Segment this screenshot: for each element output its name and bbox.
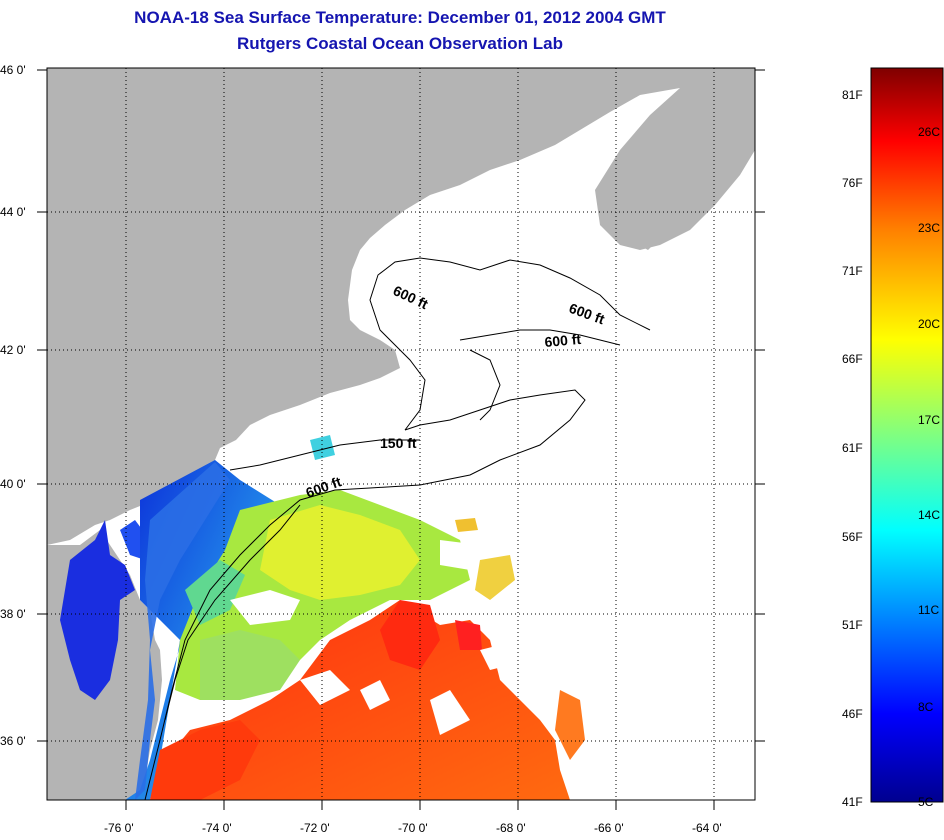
- lat-label-40: 40 0': [0, 477, 26, 491]
- cb-label-11c: 11C: [918, 603, 940, 617]
- lon-label-64: -64 0': [692, 821, 722, 835]
- lat-label-42: 42 0': [0, 343, 26, 357]
- cloud-mask: [230, 540, 510, 735]
- cb-label-14c: 14C: [918, 508, 941, 522]
- lon-label-66: -66 0': [594, 821, 624, 835]
- lat-ticks: [37, 69, 765, 742]
- lat-label-38: 38 0': [0, 607, 26, 621]
- cb-label-71f: 71F: [842, 264, 863, 278]
- lon-ticks: [125, 800, 715, 810]
- contour-label-600ft-3: 600 ft: [544, 331, 582, 350]
- map-title: NOAA-18 Sea Surface Temperature: Decembe…: [134, 8, 666, 27]
- nova-scotia: [600, 110, 755, 250]
- map-frame: [46, 67, 756, 801]
- cb-label-56f: 56F: [842, 530, 863, 544]
- lon-label-72: -72 0': [300, 821, 330, 835]
- mainland-northeast: [47, 68, 755, 545]
- cb-label-61f: 61F: [842, 441, 863, 455]
- colorbar: [870, 67, 944, 803]
- cb-label-26c: 26C: [918, 125, 941, 139]
- cb-label-41f: 41F: [842, 795, 863, 809]
- lon-label-76: -76 0': [104, 821, 134, 835]
- bathymetry-contours: [144, 257, 651, 801]
- cb-label-51f: 51F: [842, 618, 863, 632]
- cb-label-5c: 5C: [918, 795, 934, 809]
- sst-slope-water: [175, 435, 515, 700]
- lon-label-74: -74 0': [202, 821, 232, 835]
- cb-label-81f: 81F: [842, 88, 863, 102]
- cb-label-17c: 17C: [918, 413, 941, 427]
- cb-label-8c: 8C: [918, 700, 934, 714]
- lat-label-36: 36 0': [0, 734, 26, 748]
- lat-label-44: 44 0': [0, 205, 26, 219]
- lon-label-68: -68 0': [496, 821, 526, 835]
- lat-label-46: 46 0': [0, 63, 26, 77]
- map-subtitle: Rutgers Coastal Ocean Observation Lab: [237, 34, 563, 53]
- contour-label-150ft: 150 ft: [380, 435, 417, 451]
- cb-label-23c: 23C: [918, 221, 941, 235]
- sst-gulf-stream: [150, 600, 585, 800]
- cb-label-66f: 66F: [842, 352, 863, 366]
- lon-label-70: -70 0': [398, 821, 428, 835]
- cb-label-76f: 76F: [842, 176, 863, 190]
- cb-label-46f: 46F: [842, 707, 863, 721]
- cb-label-20c: 20C: [918, 317, 941, 331]
